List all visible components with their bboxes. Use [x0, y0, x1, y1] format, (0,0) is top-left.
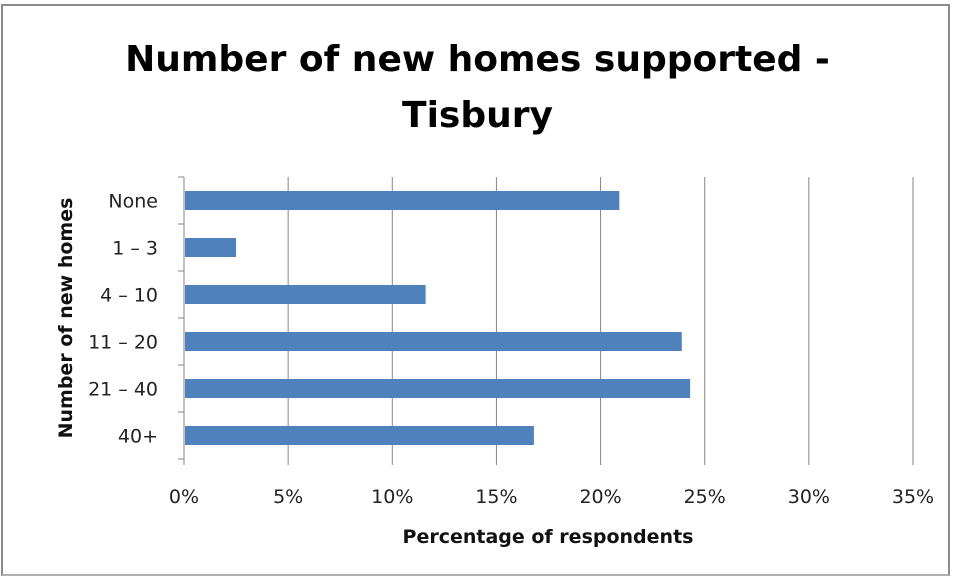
y-tick-label: 4 – 10	[100, 285, 158, 307]
tick-labels: 0% 5% 10% 15% 20% 25% 30% 35% None 1 – 3 4 – 10 11 …	[88, 191, 934, 509]
y-axis-title: Number of new homes	[55, 198, 77, 439]
y-tick-label: None	[108, 191, 158, 213]
x-tick-label: 35%	[892, 486, 934, 508]
x-tick-label: 5%	[273, 486, 303, 508]
x-tick-label: 15%	[475, 486, 517, 508]
y-tick-label: 21 – 40	[88, 379, 158, 401]
bar	[185, 426, 534, 445]
x-tick-label: 30%	[788, 486, 830, 508]
chart-frame	[1, 4, 950, 576]
x-tick-label: 20%	[579, 486, 621, 508]
bar	[185, 379, 691, 398]
x-axis-title: Percentage of respondents	[403, 526, 694, 548]
x-tick-label: 10%	[371, 486, 413, 508]
bar	[185, 285, 426, 304]
y-tick-label: 40+	[118, 426, 158, 448]
x-tick-label: 25%	[684, 486, 726, 508]
gridlines	[287, 177, 914, 459]
y-tick-label: 11 – 20	[88, 332, 158, 354]
axes	[178, 176, 914, 465]
bar	[185, 332, 682, 351]
bar	[185, 191, 620, 210]
chart-title: Number of new homes supported - Tisbury	[125, 39, 830, 136]
y-tick-label: 1 – 3	[112, 238, 158, 260]
bar	[185, 238, 237, 257]
bars	[185, 191, 691, 445]
x-tick-label: 0%	[169, 486, 199, 508]
